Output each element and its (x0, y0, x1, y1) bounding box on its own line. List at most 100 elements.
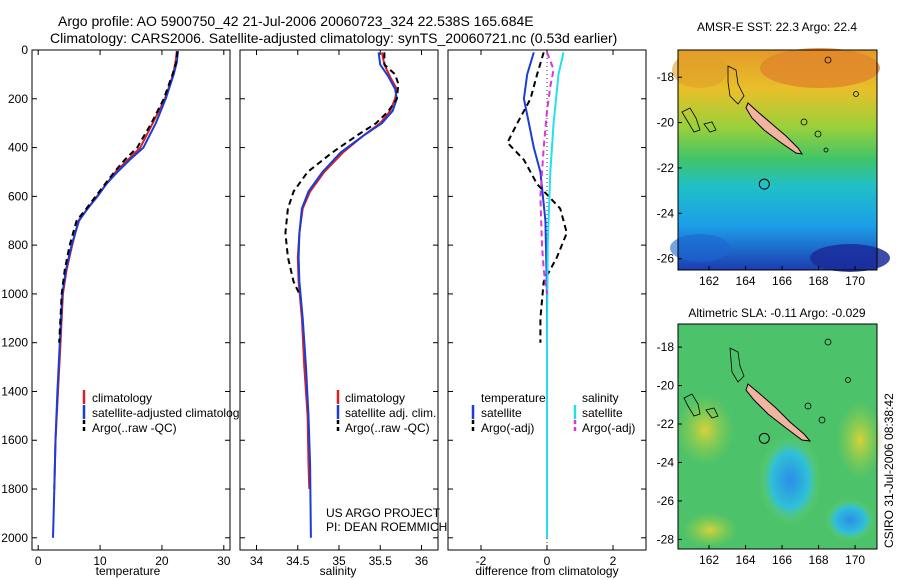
figure-title-line2: Climatology: CARS2006. Satellite-adjuste… (50, 30, 617, 46)
sst-warm-patch (672, 52, 728, 88)
x-tick-label: 34 (250, 554, 264, 568)
map-x-tick-label: 166 (772, 274, 792, 288)
temperature-panel: 0 10 20 30 0 200 400 600 800 1000 1200 1400 1600 1800… (1, 43, 245, 578)
map-x-tick-label: 166 (772, 553, 792, 567)
series-line-argo-raw-qc (284, 52, 400, 295)
salinity-panel: 34 34.5 35 35.5 36 salinity climatology sate… (239, 49, 447, 578)
legend-label-temp-satellite: satellite (481, 406, 522, 420)
x-tick-label: 30 (217, 554, 231, 568)
new-caledonia-island (745, 383, 812, 442)
y-tick-label: 1600 (1, 433, 28, 447)
sla-map-title: Altimetric SLA: -0.11 Argo: -0.029 (688, 306, 866, 320)
temperature-ticks: 0 10 20 30 0 200 400 600 800 1000 1200 1400 1600 1800… (1, 43, 231, 568)
coastline-islet (800, 118, 808, 126)
x-tick-label: 34.5 (286, 554, 310, 568)
map-y-tick-label: -20 (657, 116, 675, 130)
y-tick-label: 1800 (1, 482, 28, 496)
legend-label-climatology: climatology (345, 391, 405, 405)
sst-cool-patch (670, 234, 730, 262)
x-tick-label: 0 (35, 554, 42, 568)
x-tick-label: 2 (610, 554, 617, 568)
coastline-islet (845, 377, 851, 383)
map-x-tick-label: 168 (809, 553, 829, 567)
sla-heatmap (675, 324, 884, 549)
map-y-tick-label: -24 (657, 206, 675, 220)
legend-label-climatology: climatology (92, 391, 152, 405)
difference-lines (506, 52, 568, 538)
y-tick-label: 600 (8, 189, 28, 203)
coastline-outline (681, 107, 717, 133)
y-tick-label: 1000 (1, 287, 28, 301)
salinity-legend: climatology satellite adj. clim. Argo(..… (336, 390, 436, 435)
x-tick-label: 35.5 (369, 554, 393, 568)
map-x-tick-label: 164 (736, 553, 756, 567)
sst-map-panel: AMSR-E SST: 22.3 Argo: 22.4 162 164 166 168… (657, 20, 890, 288)
difference-xlabel: difference from climatology (475, 564, 618, 578)
map-x-tick-label: 162 (699, 274, 719, 288)
map-x-tick-label: 162 (699, 553, 719, 567)
legend-label-temp-argo: Argo(-adj) (481, 421, 534, 435)
figure-title-line1: Argo profile: AO 5900750_42 21-Jul-2006 … (58, 13, 534, 29)
map-y-tick-label: -22 (657, 161, 675, 175)
legend-label-sal-satellite: satellite (582, 406, 623, 420)
argo-float-marker (758, 178, 770, 190)
sla-high-patch (836, 400, 884, 480)
y-tick-label: 800 (8, 238, 28, 252)
y-tick-label: 400 (8, 141, 28, 155)
series-line-temperature-argo-adj (506, 52, 568, 343)
x-tick-label: 36 (415, 554, 429, 568)
x-tick-label: 35 (332, 554, 346, 568)
new-caledonia-island (745, 102, 804, 155)
map-x-tick-label: 170 (845, 274, 865, 288)
y-tick-label: 0 (21, 43, 28, 57)
salinity-ticks: 34 34.5 35 35.5 36 (240, 49, 438, 568)
map-y-tick-label: -22 (657, 417, 675, 431)
sst-map-frame (677, 49, 878, 271)
y-tick-label: 1200 (1, 336, 28, 350)
temperature-lines (52, 51, 179, 538)
sla-map-frame (677, 323, 878, 550)
sla-map-panel: Altimetric SLA: -0.11 Argo: -0.029 162 16… (657, 306, 884, 567)
coastline-islet (824, 338, 832, 346)
series-line-climatology (296, 52, 398, 490)
map-y-tick-label: -26 (657, 252, 675, 266)
map-y-tick-label: -28 (657, 532, 675, 546)
coastline-outline (729, 347, 745, 383)
argo-float-marker (758, 432, 770, 444)
x-tick-label: -2 (476, 554, 487, 568)
coastline-outline (683, 393, 719, 419)
temperature-axes-frame (31, 49, 231, 551)
sla-high-patch (682, 512, 738, 548)
x-tick-label: 10 (93, 554, 107, 568)
y-tick-label: 2000 (1, 531, 28, 545)
y-tick-label: 200 (8, 92, 28, 106)
legend-label-argo: Argo(..raw -QC) (92, 421, 177, 435)
coastline-outline (727, 65, 745, 105)
coastline-islet (804, 402, 812, 410)
series-line-satellite-adj-clim (297, 52, 398, 538)
project-note-line1: US ARGO PROJECT (326, 506, 441, 520)
map-y-tick-label: -26 (657, 494, 675, 508)
sst-map-ticks: 162 164 166 168 170 -18 -20 -22 -24 -26 (657, 70, 866, 288)
sla-map-ticks: 162 164 166 168 170 -18 -20 -22 -24 -26 -28 (657, 340, 866, 567)
coastline-islet (853, 91, 859, 97)
salinity-axes-frame (239, 49, 439, 551)
map-y-tick-label: -20 (657, 379, 675, 393)
sst-field (678, 50, 877, 270)
difference-ticks: -2 0 2 (448, 49, 646, 568)
map-y-tick-label: -18 (657, 340, 675, 354)
sst-cool-patch (810, 244, 890, 272)
series-line-satellite-adjusted-climatology (52, 51, 179, 538)
temperature-xlabel: temperature (96, 564, 161, 578)
coastline-islet (823, 147, 829, 153)
sla-high-patch (675, 394, 735, 466)
sst-heatmap (670, 48, 890, 272)
csiro-credit: CSIRO 31-Jul-2006 08:38:42 (882, 393, 896, 548)
x-tick-label: 0 (544, 554, 551, 568)
legend-label-argo: Argo(..raw -QC) (345, 421, 430, 435)
coastline-islet (814, 130, 822, 138)
series-line-salinity-argo-adj (539, 52, 555, 295)
map-x-tick-label: 168 (809, 274, 829, 288)
difference-legend: temperature satellite Argo(-adj) salinit… (471, 391, 635, 435)
